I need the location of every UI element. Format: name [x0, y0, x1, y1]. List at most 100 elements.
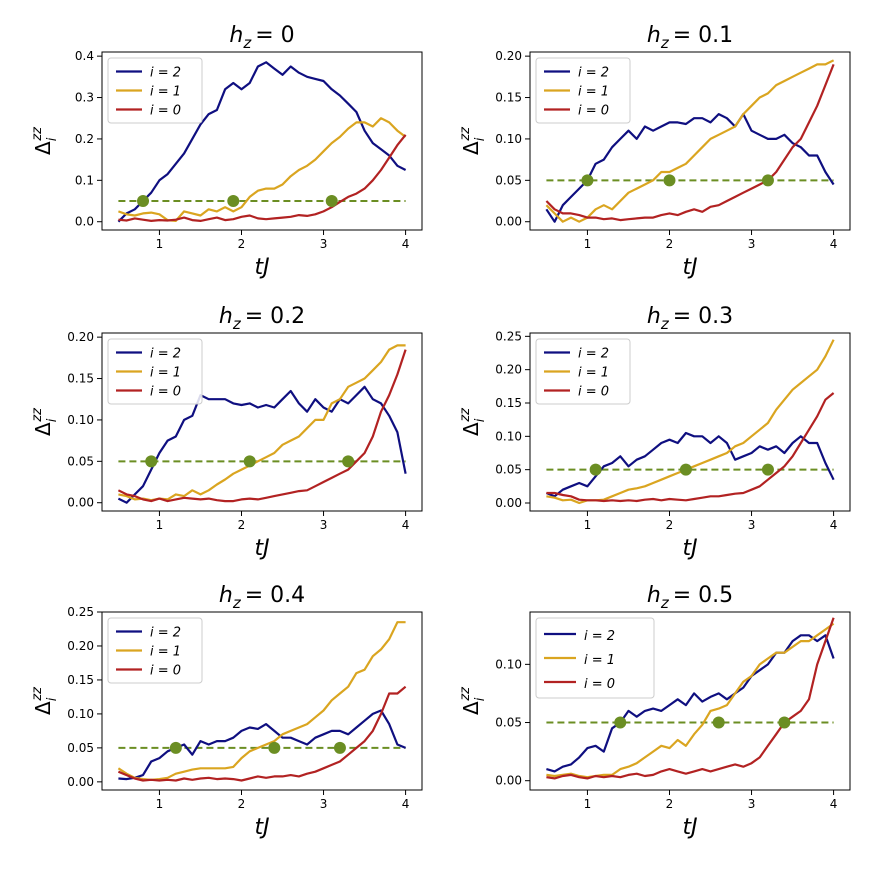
crossing-point [268, 741, 281, 754]
legend-label: i = 0 [150, 385, 181, 400]
legend-label: i = 0 [150, 104, 181, 119]
legend-label: i = 1 [150, 645, 181, 660]
y-tick-label: 0.20 [495, 363, 522, 377]
y-tick-label: 0.10 [67, 707, 94, 721]
legend-label: i = 1 [150, 85, 181, 100]
y-tick-label: 0.20 [67, 330, 94, 344]
x-axis-label: tJ [682, 815, 697, 840]
x-tick-label: 4 [830, 518, 838, 532]
series-line-2 [545, 63, 835, 222]
y-tick-label: 0.00 [495, 496, 522, 510]
y-label-subscript: i [45, 137, 60, 141]
y-tick-label: 0.00 [67, 775, 94, 789]
crossing-point [333, 741, 346, 754]
title-symbol: h [647, 583, 661, 608]
crossing-point [589, 463, 602, 476]
x-axis-label: tJ [254, 815, 269, 840]
panel-5: hz = 0.41 2 3 40.000.050.100.150.200.25tJΔiz… [30, 583, 423, 840]
x-tick-label: 1 [584, 518, 592, 532]
y-tick-label: 0.00 [67, 496, 94, 510]
legend-label: i = 2 [150, 626, 181, 641]
legend-box [535, 338, 631, 405]
x-tick-label: 1 [584, 237, 592, 251]
y-axis-label: Δizz [30, 686, 60, 715]
title-value: = 0.5 [673, 583, 733, 608]
series-line-1 [545, 59, 835, 223]
y-tick-label: 0.15 [495, 396, 522, 410]
title-symbol: h [219, 583, 233, 608]
x-tick-label: 3 [748, 237, 756, 251]
legend-label: i = 2 [578, 66, 609, 81]
y-tick-label: 0.15 [67, 673, 94, 687]
chart-title: hz = 0 [229, 23, 294, 52]
title-value: = 0 [255, 23, 294, 48]
title-symbol: h [647, 304, 661, 329]
x-tick-label: 3 [748, 797, 756, 811]
title-symbol: h [219, 304, 233, 329]
crossing-point [342, 455, 355, 468]
crossing-point [227, 195, 240, 208]
legend-box [107, 617, 203, 684]
y-label-subscript: i [45, 697, 60, 701]
y-label-symbol: Δ [31, 422, 55, 436]
x-tick-label: 4 [830, 797, 838, 811]
y-tick-label: 0.05 [495, 463, 522, 477]
legend-label: i = 0 [578, 104, 609, 119]
y-tick-label: 0.00 [495, 215, 522, 229]
series-line-1 [117, 621, 406, 781]
y-label-subscript: i [473, 697, 488, 701]
legend-box [107, 338, 203, 405]
x-tick-label: 4 [830, 237, 838, 251]
y-tick-label: 0.05 [67, 741, 94, 755]
title-subscript: z [660, 594, 670, 612]
y-label-symbol: Δ [459, 141, 483, 155]
legend-label: i = 2 [578, 347, 609, 362]
legend-label: i = 0 [584, 677, 615, 692]
crossing-point [712, 716, 725, 729]
x-tick-label: 4 [402, 797, 410, 811]
crossing-point [145, 455, 158, 468]
legend-label: i = 0 [150, 664, 181, 679]
y-label-superscript: zz [30, 407, 45, 423]
title-value: = 0.4 [245, 583, 305, 608]
x-tick-label: 2 [666, 797, 674, 811]
y-axis-label: Δizz [30, 126, 60, 155]
y-label-superscript: zz [458, 126, 473, 142]
series-line-0 [545, 431, 835, 498]
panel-6: hz = 0.5 1 2 3 4 0.00 0.05 0.10 tJ Δizz i = 2 i = 1 i… [458, 583, 851, 840]
y-tick-label: 0.05 [67, 454, 94, 468]
x-tick-label: 2 [238, 797, 246, 811]
crossing-point [663, 174, 676, 187]
legend-label: i = 1 [578, 85, 609, 100]
title-subscript: z [660, 315, 670, 333]
title-value: = 0.3 [673, 304, 733, 329]
series-line-2 [117, 349, 407, 503]
y-label-superscript: zz [30, 126, 45, 142]
y-label-superscript: zz [30, 686, 45, 702]
y-label-symbol: Δ [459, 701, 483, 715]
y-tick-label: 0.10 [495, 657, 522, 671]
series-line-2 [118, 134, 407, 222]
crossing-point [325, 195, 338, 208]
y-label-subscript: i [45, 418, 60, 422]
x-tick-label: 1 [156, 797, 164, 811]
x-tick-label: 1 [156, 237, 164, 251]
legend-box [535, 57, 631, 124]
crossing-point [243, 455, 256, 468]
title-subscript: z [232, 594, 242, 612]
x-axis-label: tJ [682, 536, 697, 561]
y-axis-label: Δizz [458, 126, 488, 155]
y-axis-label: Δizz [30, 407, 60, 436]
y-label-symbol: Δ [459, 422, 483, 436]
x-tick-label: 2 [666, 518, 674, 532]
title-symbol: h [647, 23, 661, 48]
legend-label: i = 0 [578, 385, 609, 400]
y-label-symbol: Δ [31, 141, 55, 155]
crossing-point [137, 195, 150, 208]
y-tick-label: 0.3 [75, 91, 94, 105]
title-subscript: z [232, 315, 242, 333]
title-subscript: z [660, 34, 670, 52]
chart-title: hz = 0.1 [647, 23, 733, 52]
